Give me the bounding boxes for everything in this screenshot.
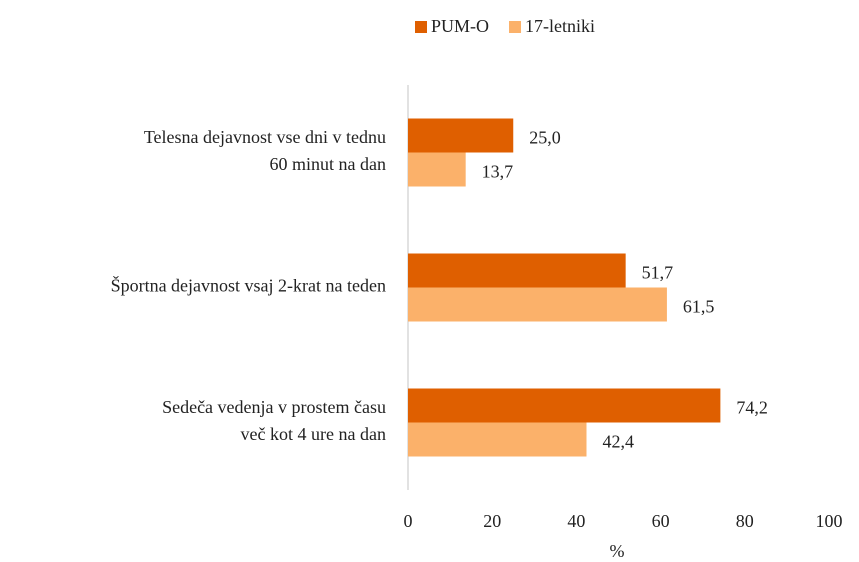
legend-label: 17-letniki [525, 16, 595, 36]
bar [408, 422, 587, 457]
bar [408, 253, 626, 288]
y-tick-label: Športna dejavnost vsaj 2-krat na teden [111, 275, 386, 296]
legend-swatch [415, 21, 427, 33]
bar [408, 118, 514, 153]
value-label: 13,7 [482, 162, 514, 182]
x-tick-label: 20 [483, 511, 501, 531]
x-axis-label: % [610, 541, 625, 561]
value-label: 61,5 [683, 297, 715, 317]
x-tick-label: 60 [652, 511, 670, 531]
x-tick-label: 40 [567, 511, 585, 531]
legend-swatch [509, 21, 522, 33]
x-tick-label: 0 [404, 511, 413, 531]
bar [408, 152, 466, 187]
y-tick-label: Telesna dejavnost vse dni v tednu [144, 127, 386, 147]
value-label: 74,2 [736, 398, 768, 418]
y-tick-label: 60 minut na dan [270, 154, 386, 174]
x-tick-label: 100 [816, 511, 843, 531]
value-label: 25,0 [529, 128, 561, 148]
bar [408, 287, 667, 322]
y-tick-label: Sedeča vedenja v prostem času [162, 397, 386, 417]
legend-label: PUM-O [431, 16, 489, 36]
x-tick-label: 80 [736, 511, 754, 531]
value-label: 51,7 [642, 263, 674, 283]
value-label: 42,4 [603, 432, 635, 452]
y-tick-label: več kot 4 ure na dan [241, 424, 386, 444]
bar [408, 388, 721, 423]
